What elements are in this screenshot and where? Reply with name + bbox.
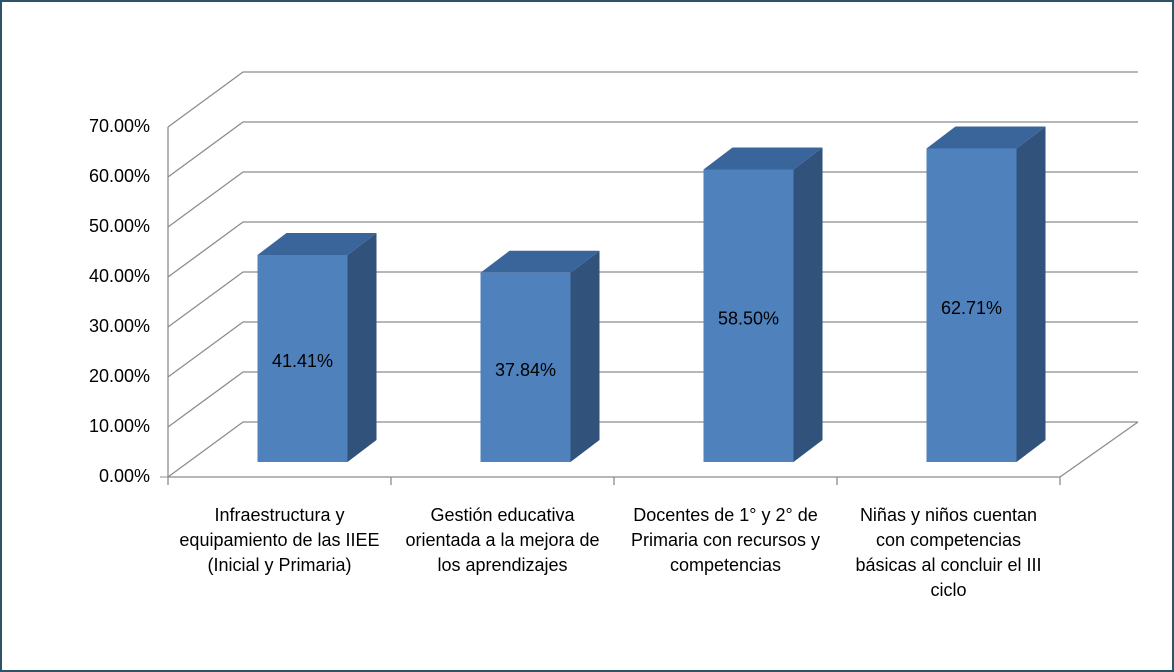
grid-line (167, 71, 1138, 128)
x-tick-label: Niñas y niños cuentan con competencias b… (855, 505, 1042, 600)
grid-line (167, 221, 1138, 278)
grid-line (167, 371, 1138, 428)
bar (703, 169, 794, 462)
grid-line (167, 171, 1138, 228)
bar (926, 148, 1017, 462)
grid-line (167, 271, 1138, 328)
y-tick-label: 20.00% (89, 366, 150, 386)
bar (480, 272, 571, 462)
value-label: 62.71% (941, 298, 1002, 318)
bar-top (257, 232, 377, 255)
bar-side (793, 147, 823, 462)
x-tick-label: Gestión educativa orientada a la mejora … (405, 505, 600, 575)
bar-side (1016, 126, 1046, 462)
bar-top (703, 147, 823, 170)
y-tick-label: 0.00% (99, 466, 150, 486)
grid-line (167, 421, 1138, 478)
y-tick-label: 10.00% (89, 416, 150, 436)
y-tick-label: 70.00% (89, 116, 150, 136)
grid-line (167, 121, 1138, 178)
value-label: 58.50% (718, 309, 779, 329)
value-label: 41.41% (272, 351, 333, 371)
bar (257, 254, 348, 462)
y-tick-label: 30.00% (89, 316, 150, 336)
bar-top (480, 250, 600, 273)
y-tick-label: 40.00% (89, 266, 150, 286)
bar-side (570, 250, 600, 462)
bar-side (347, 232, 377, 462)
y-tick-label: 60.00% (89, 166, 150, 186)
y-tick-label: 50.00% (89, 216, 150, 236)
x-tick-label: Docentes de 1° y 2° de Primaria con recu… (630, 505, 821, 575)
grid-line (167, 321, 1138, 378)
value-label: 37.84% (495, 360, 556, 380)
x-tick-label: Infraestructura y equipamiento de las II… (179, 505, 380, 575)
bar-top (926, 126, 1046, 149)
